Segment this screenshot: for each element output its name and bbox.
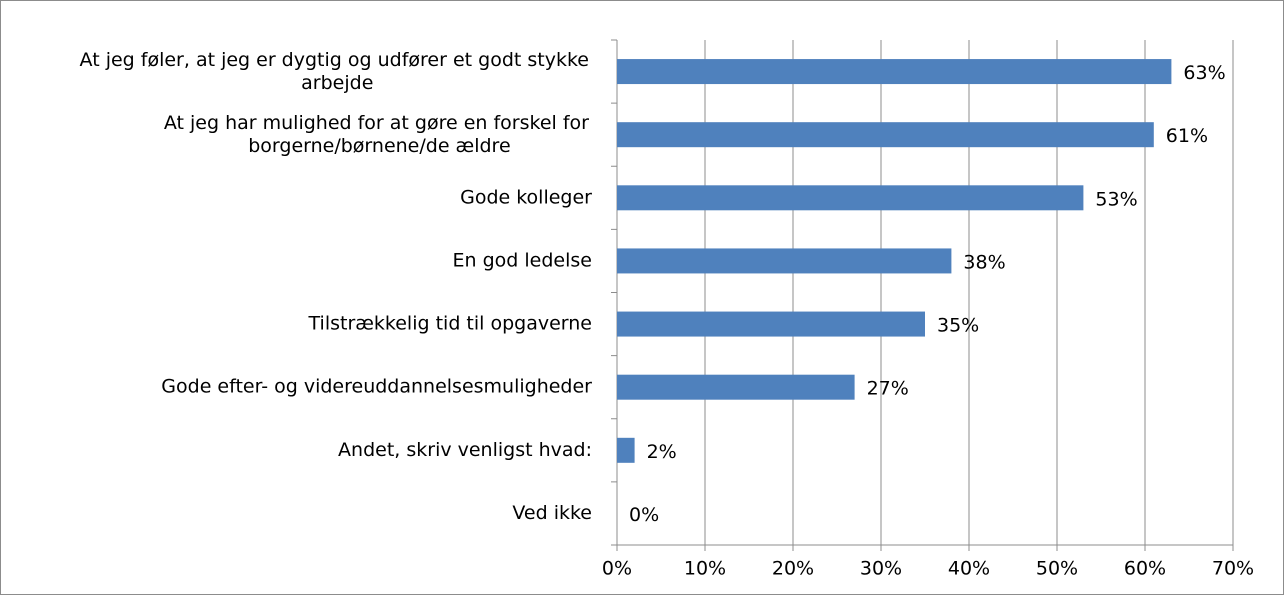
x-tick-label: 10% <box>684 558 726 580</box>
x-tick-label: 30% <box>860 558 902 580</box>
bar <box>617 437 635 463</box>
data-label: 63% <box>1183 62 1225 84</box>
data-label: 27% <box>867 378 909 400</box>
y-tick-label: Andet, skriv venligst hvad: <box>338 439 592 461</box>
data-label: 61% <box>1166 125 1208 147</box>
y-tick-label: At jeg føler, at jeg er dygtig og udføre… <box>80 49 595 94</box>
x-tick-label: 50% <box>1036 558 1078 580</box>
bar <box>617 59 1172 85</box>
y-tick-label: Tilstrækkelig tid til opgaverne <box>308 313 592 335</box>
data-label: 35% <box>937 315 979 337</box>
bar <box>617 185 1084 211</box>
y-tick-label: Ved ikke <box>512 502 592 524</box>
bar <box>617 311 925 337</box>
data-label: 0% <box>629 504 659 526</box>
bar <box>617 374 855 400</box>
x-tick-label: 0% <box>602 558 632 580</box>
y-tick-label: At jeg har mulighed for at gøre en forsk… <box>164 112 595 157</box>
bar <box>617 122 1154 148</box>
data-label: 2% <box>647 441 677 463</box>
y-tick-label: Gode kolleger <box>460 186 592 208</box>
y-tick-label: Gode efter- og videreuddannelsesmulighed… <box>161 376 592 398</box>
data-label: 38% <box>963 251 1005 273</box>
x-tick-label: 70% <box>1212 558 1254 580</box>
y-tick-label: En god ledelse <box>453 249 592 271</box>
x-tick-label: 20% <box>772 558 814 580</box>
data-label: 53% <box>1095 188 1137 210</box>
x-tick-label: 40% <box>948 558 990 580</box>
x-tick-label: 60% <box>1124 558 1166 580</box>
bar <box>617 248 952 274</box>
